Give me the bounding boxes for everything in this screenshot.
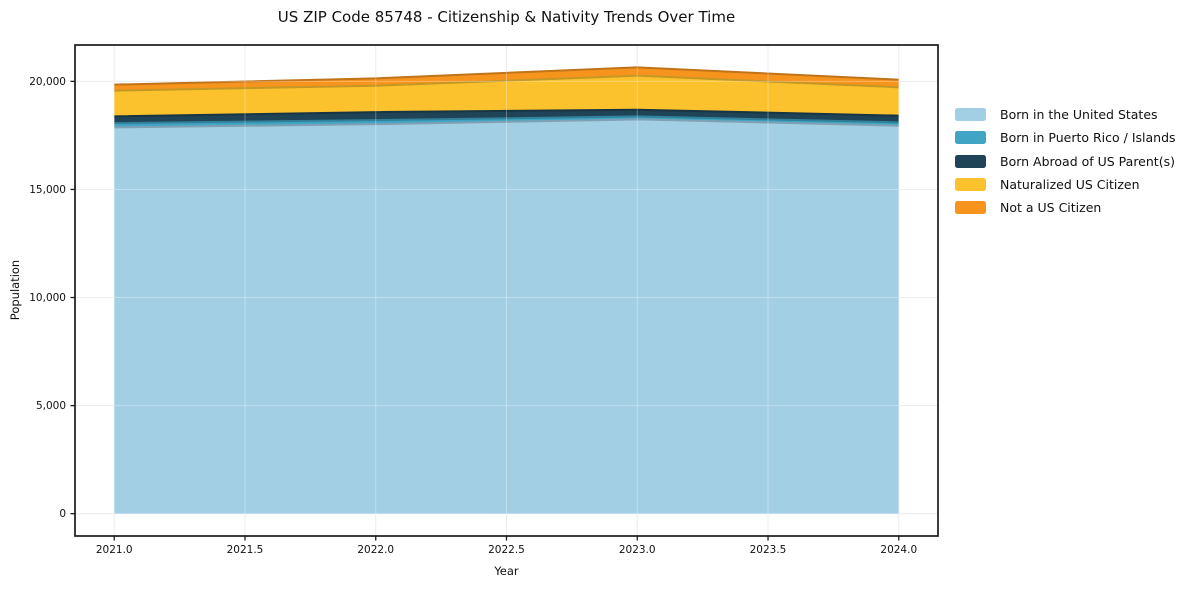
- x-axis-label: Year: [494, 564, 519, 578]
- x-tick-label: 2023.0: [619, 544, 656, 556]
- legend-item: Born in Puerto Rico / Islands: [955, 126, 1176, 149]
- legend-swatch: [955, 131, 986, 145]
- legend-swatch: [955, 201, 986, 215]
- area-born-in-the-united-states: [114, 119, 899, 514]
- legend-item: Not a US Citizen: [955, 196, 1176, 219]
- y-tick-label: 0: [59, 508, 66, 520]
- y-tick-label: 5,000: [36, 400, 66, 412]
- legend-item: Born in the United States: [955, 103, 1176, 126]
- y-tick-label: 10,000: [29, 292, 66, 304]
- x-tick-label: 2021.5: [227, 544, 264, 556]
- legend-label: Born in Puerto Rico / Islands: [1000, 130, 1176, 146]
- legend-swatch: [955, 154, 986, 168]
- legend: Born in the United States Born in Puerto…: [955, 103, 1176, 219]
- legend-label: Naturalized US Citizen: [1000, 177, 1140, 193]
- legend-item: Born Abroad of US Parent(s): [955, 150, 1176, 173]
- area-naturalized-us-citizen: [114, 75, 899, 117]
- legend-label: Born Abroad of US Parent(s): [1000, 153, 1175, 169]
- y-axis-label: Population: [8, 259, 22, 321]
- y-tick-label: 20,000: [29, 76, 66, 88]
- legend-swatch: [955, 108, 986, 122]
- area-edge: [114, 66, 899, 86]
- area-edge: [114, 74, 899, 92]
- legend-label: Born in the United States: [1000, 107, 1158, 123]
- x-tick-label: 2022.0: [357, 544, 394, 556]
- x-tick-label: 2024.0: [880, 544, 917, 556]
- legend-label: Not a US Citizen: [1000, 200, 1102, 216]
- area-edge: [114, 115, 899, 125]
- area-not-a-us-citizen: [114, 67, 899, 91]
- x-tick-label: 2023.5: [750, 544, 787, 556]
- area-edge: [114, 108, 899, 118]
- area-born-abroad-of-us-parent-s-: [114, 109, 899, 124]
- x-tick-label: 2021.0: [96, 544, 133, 556]
- area-edge: [114, 118, 899, 129]
- legend-swatch: [955, 178, 986, 192]
- x-tick-label: 2022.5: [488, 544, 525, 556]
- y-tick-label: 15,000: [29, 184, 66, 196]
- chart-title: US ZIP Code 85748 - Citizenship & Nativi…: [277, 8, 736, 26]
- legend-item: Naturalized US Citizen: [955, 173, 1176, 196]
